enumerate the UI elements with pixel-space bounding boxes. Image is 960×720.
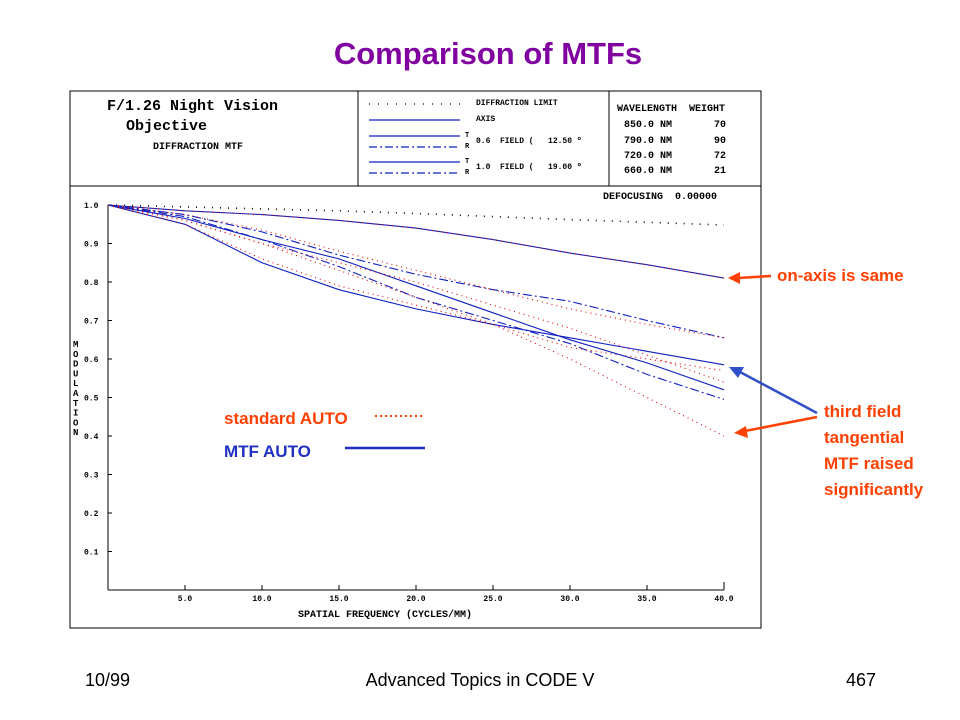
wavelength-weight: 90 [714, 136, 726, 147]
mtf-curves [107, 204, 725, 437]
mtf-auto-label: MTF AUTO [224, 442, 311, 461]
mtf-curve-0-6-field-r-6 [107, 204, 725, 372]
mtf-curve-axis-2 [107, 204, 725, 279]
mtf-curve-1-0-field-t-7 [107, 204, 725, 366]
footer-course-title: Advanced Topics in CODE V [365, 670, 595, 690]
on-axis-arrow-head [728, 272, 740, 284]
wavelength-nm: 850.0 NM [624, 120, 672, 131]
legend-diffraction-label: DIFFRACTION LIMIT [476, 99, 558, 108]
legend-axis-label: AXIS [476, 115, 495, 124]
third-field-note: third field tangential MTF raised signif… [824, 402, 924, 499]
mtf-curve-diffraction-limit-0 [107, 204, 725, 226]
x-tick-label: 10.0 [252, 595, 271, 604]
wavelength-weight: 70 [714, 120, 726, 131]
y-tick-label: 0.2 [84, 510, 99, 519]
lens-title-3: DIFFRACTION MTF [153, 142, 243, 153]
y-tick-label: 0.1 [84, 549, 99, 558]
x-tick-label: 30.0 [560, 595, 579, 604]
x-tick-label: 25.0 [483, 595, 502, 604]
footer-page-number: 467 [846, 670, 877, 690]
wavelength-nm: 720.0 NM [624, 151, 672, 162]
y-tick-label: 0.7 [84, 318, 99, 327]
legend-field1-r: R [465, 143, 470, 151]
wavelength-weight: 72 [714, 151, 726, 162]
y-tick-label: 1.0 [84, 202, 99, 211]
x-axis-label: SPATIAL FREQUENCY (CYCLES/MM) [298, 609, 472, 621]
lens-title-1: F/1.26 Night Vision [107, 98, 278, 115]
mtf-curve-0-6-field-t-4 [107, 204, 725, 339]
wavelength-nm: 660.0 NM [624, 166, 672, 177]
legend-field2-label: 1.0 FIELD ( 19.00 º [476, 163, 582, 172]
wavelength-nm: 790.0 NM [624, 136, 672, 147]
lens-title-2: Objective [126, 118, 207, 135]
y-tick-label: 0.3 [84, 472, 99, 481]
mtf-curve-1-0-field-r-9 [107, 204, 725, 391]
third-field-arrow-red-head [734, 426, 748, 438]
y-tick-label: 0.8 [84, 279, 99, 288]
mtf-curve-1-0-field-t-8 [107, 204, 725, 437]
mtf-curve-axis-1 [107, 204, 725, 279]
slide-title: Comparison of MTFs [333, 36, 643, 71]
on-axis-note: on-axis is same [777, 266, 904, 285]
x-tick-label: 40.0 [714, 595, 733, 604]
wavelength-table: WAVELENGTH WEIGHT 850.0 NM 70 790.0 NM 9… [617, 104, 726, 177]
third-field-arrow-blue-shaft [739, 370, 818, 415]
x-tick-label: 35.0 [637, 595, 656, 604]
wavelength-weight: 21 [714, 166, 726, 177]
axis-ticks: 5.0 10.0 15.0 20.0 25.0 30.0 35.0 40.0 1.0 0.9 0.8… [84, 202, 734, 604]
mtf-curve-1-0-field-r-10 [107, 204, 725, 383]
mtf-curve-0-6-field-r-5 [107, 204, 725, 400]
defocusing-label: DEFOCUSING 0.00000 [603, 192, 717, 203]
x-tick-label: 5.0 [178, 595, 193, 604]
third-field-arrow-red-shaft [744, 415, 818, 433]
y-tick-label: 0.6 [84, 356, 99, 365]
y-tick-label: 0.5 [84, 395, 99, 404]
wavelength-header: WAVELENGTH WEIGHT [617, 104, 725, 115]
footer-date: 10/99 [85, 670, 131, 690]
y-tick-label: 0.4 [84, 433, 99, 442]
standard-auto-label: standard AUTO [224, 409, 348, 428]
plot-frame [69, 90, 762, 629]
y-tick-label: 0.9 [84, 241, 99, 250]
legend-field2-t: T [465, 158, 469, 166]
legend-field1-t: T [465, 132, 469, 140]
third-field-arrow-blue-head [729, 367, 744, 378]
legend-field1-label: 0.6 FIELD ( 12.50 º [476, 137, 582, 146]
mtf-curve-0-6-field-t-3 [107, 204, 725, 339]
x-tick-label: 15.0 [329, 595, 348, 604]
line-legend: DIFFRACTION LIMIT AXIS T R 0.6 FIELD ( 1… [369, 99, 582, 177]
legend-field2-r: R [465, 169, 470, 177]
on-axis-arrow-shaft [737, 274, 772, 280]
x-tick-label: 20.0 [406, 595, 425, 604]
